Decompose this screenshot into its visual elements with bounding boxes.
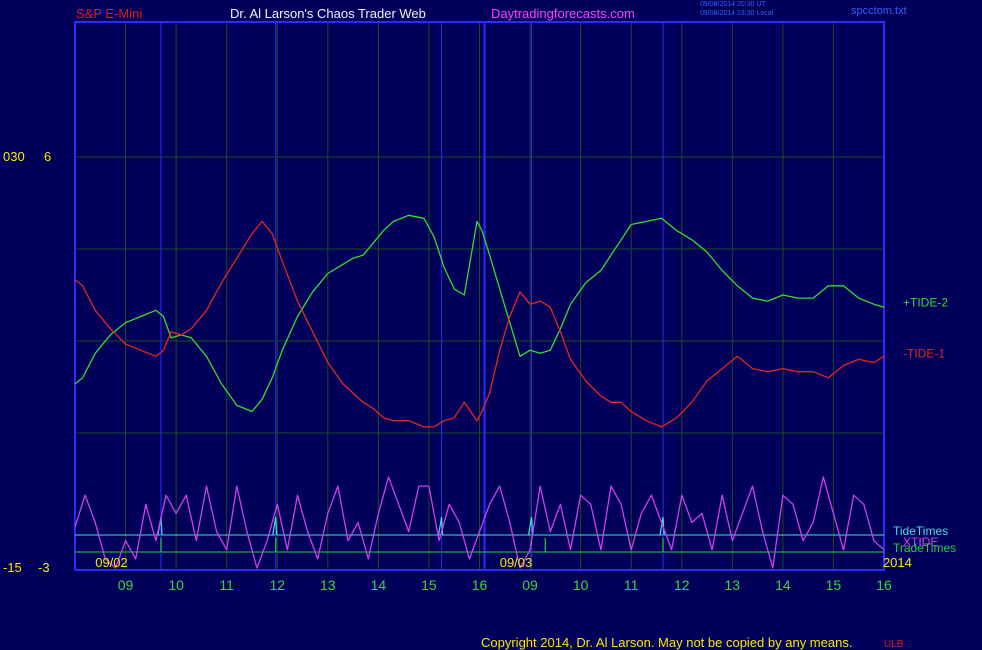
- x-hour-label: 13: [725, 577, 741, 593]
- site-link[interactable]: Daytradingforecasts.com: [491, 6, 635, 21]
- tidetimes-label: TideTimes: [893, 524, 948, 538]
- series-label-tide1: -TIDE-1: [903, 346, 945, 360]
- x-hour-label: 14: [371, 577, 387, 593]
- data-file-label: spcctom.txt: [851, 5, 907, 17]
- x-hour-label: 12: [674, 577, 690, 593]
- x-hour-label: 15: [826, 577, 842, 593]
- series-line-bottom-panel: [74, 476, 885, 569]
- x-hour-label: 13: [320, 577, 336, 593]
- x-hour-label: 15: [421, 577, 437, 593]
- y-tick-label-left-bottom: -15: [3, 560, 22, 575]
- y-tick-label-left-top: 030: [3, 149, 25, 164]
- tradetimes-label: TradeTimes: [893, 541, 956, 555]
- timestamp-ut: 09/08/2014 20:30 UT: [700, 1, 766, 8]
- date-label: 09/02: [95, 555, 128, 570]
- tidetime-spike: [272, 516, 278, 536]
- series-label-xtide: XTIDE: [903, 535, 938, 549]
- y-tick-label-bottom: -3: [38, 560, 50, 575]
- x-hour-label: 10: [168, 577, 184, 593]
- x-hour-label: 16: [472, 577, 488, 593]
- x-hour-label: 09: [522, 577, 538, 593]
- x-hour-label: 10: [573, 577, 589, 593]
- series-line-upper: [74, 214, 885, 413]
- copyright-notice: Copyright 2014, Dr. Al Larson. May not b…: [481, 635, 853, 650]
- tidetime-spike: [527, 516, 534, 536]
- x-hour-label: 16: [876, 577, 892, 593]
- plot-frame: [74, 21, 885, 571]
- date-label: 09/03: [500, 555, 533, 570]
- x-hour-label: 12: [269, 577, 285, 593]
- timestamp-local: 09/08/2014 13:30 Local: [700, 10, 774, 17]
- date-label: 2014: [883, 555, 912, 570]
- series-label-tide2: +TIDE-2: [903, 295, 948, 309]
- chart-title: Dr. Al Larson's Chaos Trader Web: [230, 6, 426, 21]
- y-tick-label-top: 6: [44, 149, 51, 164]
- x-hour-label: 14: [775, 577, 791, 593]
- x-hour-label: 11: [219, 577, 234, 593]
- x-hour-label: 09: [118, 577, 134, 593]
- x-hour-label: 11: [624, 577, 639, 593]
- instrument-label: S&P E-Mini: [76, 6, 143, 21]
- series-line-lower: [74, 220, 885, 428]
- corner-mark: ULB: [884, 639, 904, 650]
